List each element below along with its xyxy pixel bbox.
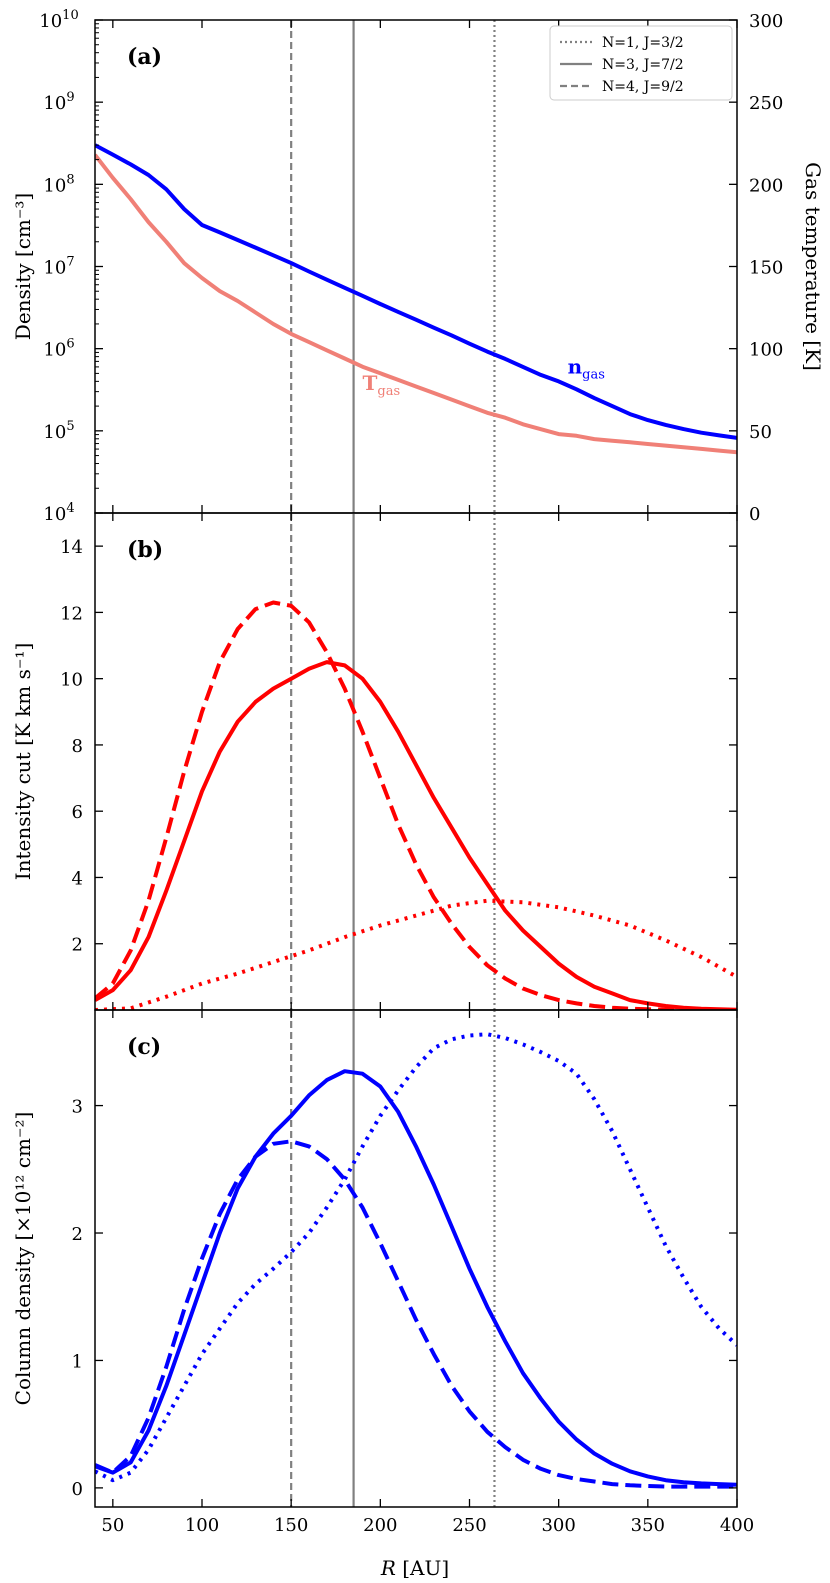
y-tick-label: 10 xyxy=(60,670,83,691)
panel-label: (a) xyxy=(127,44,162,70)
series-line-solid xyxy=(95,1069,737,1487)
panel-label: (c) xyxy=(127,1034,161,1060)
y-tick-label: 2 xyxy=(72,935,83,956)
y-tick-label: 105 xyxy=(43,419,74,443)
legend-label: N=1, J=3/2 xyxy=(602,35,684,51)
series-line-solid xyxy=(95,660,737,1010)
x-axis-label: R [AU] xyxy=(380,1556,449,1580)
series-annotation: Tgas xyxy=(363,371,401,399)
y2-tick-label: 100 xyxy=(749,340,783,361)
y-tick-label: 109 xyxy=(43,90,74,114)
y-axis-label: Density [cm⁻³] xyxy=(11,193,35,340)
y2-tick-label: 300 xyxy=(749,11,783,32)
plot-frame xyxy=(94,1009,738,1508)
y2-tick-label: 150 xyxy=(749,258,783,279)
y2-tick-label: 50 xyxy=(749,422,772,443)
series-line-dashed xyxy=(95,600,702,1010)
y-tick-label: 106 xyxy=(43,337,74,361)
y-tick-label: 8 xyxy=(72,736,83,757)
legend-label: N=4, J=9/2 xyxy=(602,79,684,95)
series-group xyxy=(95,1032,737,1489)
x-tick-label: 250 xyxy=(452,1515,486,1536)
legend: N=1, J=3/2 N=3, J=7/2 N=4, J=9/2 xyxy=(549,25,733,101)
x-tick-label: 200 xyxy=(363,1515,397,1536)
x-tick-label: 100 xyxy=(185,1515,219,1536)
y-tick-label: 3 xyxy=(72,1097,83,1118)
y2-tick-label: 0 xyxy=(749,504,760,525)
y-tick-label: 2 xyxy=(72,1224,83,1245)
x-tick-label: 50 xyxy=(101,1515,124,1536)
x-tick-label: 350 xyxy=(631,1515,665,1536)
series-line-dashed xyxy=(95,1139,737,1489)
y-axis-label: Column density [×10¹² cm⁻²] xyxy=(11,1112,35,1406)
y2-tick-label: 200 xyxy=(749,175,783,196)
y2-axis-label: Gas temperature [K] xyxy=(801,162,825,371)
series-line-solid xyxy=(95,153,737,455)
legend-box xyxy=(549,25,733,101)
series-annotation: ngas xyxy=(568,354,605,382)
y-tick-label: 104 xyxy=(43,501,74,525)
y-tick-label: 108 xyxy=(43,172,74,196)
x-tick-label: 150 xyxy=(274,1515,308,1536)
series-line-solid xyxy=(95,143,737,440)
y-axis-label: Intensity cut [K km s⁻¹] xyxy=(11,643,35,881)
y-tick-label: 14 xyxy=(60,537,83,558)
panel-b: 2 4 6 8 10 12 14 Intensity cut [K km s⁻¹] (b) xyxy=(11,512,738,1011)
y-tick-label: 0 xyxy=(72,1479,83,1500)
series-group xyxy=(95,600,737,1010)
y-tick-label: 1 xyxy=(72,1351,83,1372)
panel-a: 104 105 106 107 108 109 1010 0 50 100 150 200 250 300… xyxy=(11,8,825,525)
legend-label: N=3, J=7/2 xyxy=(602,57,684,73)
x-tick-label: 300 xyxy=(541,1515,575,1536)
panel-c: 50 100 150 200 250 300 350 400 0 1 2 3 Column densit… xyxy=(11,1009,754,1536)
y-tick-label: 107 xyxy=(43,255,74,279)
series-group xyxy=(95,143,737,455)
x-tick-label: 400 xyxy=(720,1515,754,1536)
y-tick-label: 12 xyxy=(60,603,83,624)
y-tick-label: 1010 xyxy=(39,8,78,32)
panel-label: (b) xyxy=(127,537,163,563)
y-tick-label: 6 xyxy=(72,802,83,823)
y2-tick-label: 250 xyxy=(749,93,783,114)
series-line-dotted xyxy=(95,1032,737,1483)
series-line-dotted xyxy=(95,898,737,1010)
y-tick-label: 4 xyxy=(72,868,83,889)
